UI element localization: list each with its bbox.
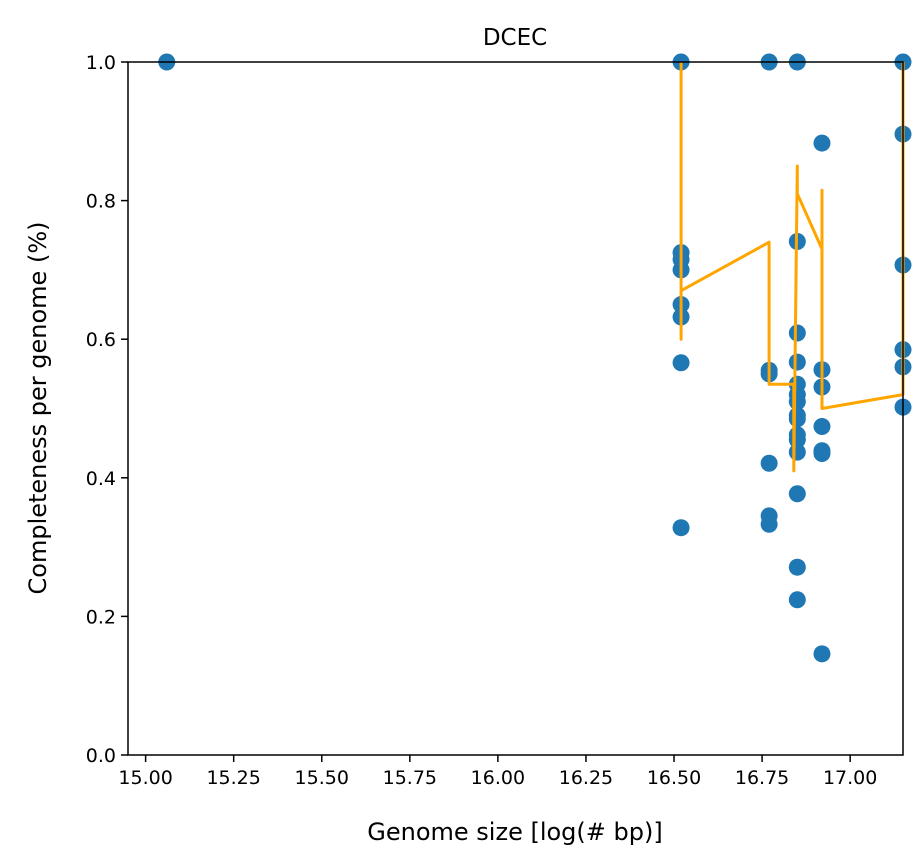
x-tick-label: 17.00 [823, 767, 877, 789]
data-point [672, 354, 690, 372]
data-point [813, 418, 831, 436]
y-tick-label: 0.4 [86, 468, 116, 490]
y-tick-label: 1.0 [86, 52, 116, 74]
y-tick-label: 0.0 [86, 745, 116, 767]
data-point [788, 558, 806, 576]
trend-line [679, 62, 905, 473]
x-tick-label: 16.00 [471, 767, 525, 789]
data-point [760, 515, 778, 533]
y-axis: 0.0 0.2 0.4 0.6 0.8 1.0 [86, 52, 128, 767]
y-axis-label: Completeness per genome (%) [24, 222, 52, 595]
x-tick-label: 15.25 [206, 767, 260, 789]
x-tick-label: 15.75 [383, 767, 437, 789]
data-point [760, 454, 778, 472]
data-point [788, 410, 806, 428]
x-tick-label: 15.00 [118, 767, 172, 789]
plot-area [158, 53, 912, 663]
x-tick-label: 15.50 [295, 767, 349, 789]
x-axis-label: Genome size [log(# bp)] [367, 818, 662, 846]
x-tick-label: 16.75 [735, 767, 789, 789]
trend-line-path [679, 62, 905, 473]
y-tick-label: 0.2 [86, 606, 116, 628]
y-tick-label: 0.6 [86, 329, 116, 351]
data-point [788, 324, 806, 342]
data-point [672, 519, 690, 537]
data-point [813, 134, 831, 152]
data-point [788, 591, 806, 609]
data-point [813, 645, 831, 663]
chart-title: DCEC [483, 25, 547, 51]
x-axis: 15.00 15.25 15.50 15.75 16.00 16.25 16.50 16.75… [118, 755, 877, 789]
data-point [788, 443, 806, 461]
x-tick-label: 16.50 [647, 767, 701, 789]
data-point [788, 353, 806, 371]
x-tick-label: 16.25 [559, 767, 613, 789]
data-point [788, 485, 806, 503]
plot-frame [127, 61, 904, 756]
scatter-points [158, 53, 912, 663]
data-point [813, 445, 831, 463]
y-tick-label: 0.8 [86, 191, 116, 213]
